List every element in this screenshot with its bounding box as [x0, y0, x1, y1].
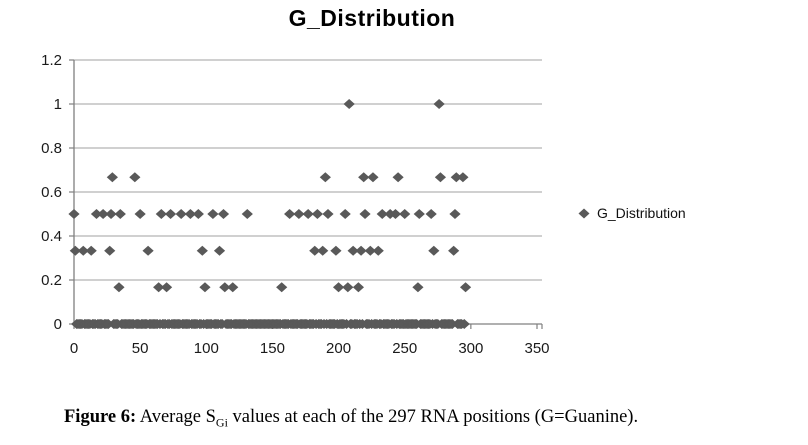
y-tick-label: 1.2 — [41, 52, 62, 69]
y-tick-label: 1 — [54, 96, 62, 113]
y-tick-label: 0.6 — [41, 184, 62, 201]
data-point — [367, 172, 379, 183]
data-point — [276, 282, 288, 293]
x-tick-label: 0 — [70, 340, 78, 357]
data-point — [359, 209, 371, 219]
y-tick-label: 0.8 — [41, 140, 62, 157]
data-point — [192, 209, 204, 219]
data-point — [227, 282, 239, 293]
caption-subscript: Gi — [215, 415, 228, 430]
data-point — [77, 245, 89, 256]
data-point — [105, 209, 117, 219]
chart-canvas: 0 0.2 0.4 0.6 0.8 1 1.2 0 50 100 150 200 250 300 350 — [41, 52, 549, 357]
caption-text: Average S — [136, 407, 216, 427]
data-point — [155, 209, 167, 219]
data-point — [376, 209, 388, 219]
data-point — [241, 209, 253, 219]
data-point — [450, 172, 462, 183]
data-point — [293, 209, 305, 219]
data-point — [113, 282, 125, 293]
data-point — [302, 209, 314, 219]
data-point — [68, 209, 80, 219]
data-point — [355, 245, 367, 256]
data-point — [164, 209, 177, 219]
data-point — [311, 209, 324, 219]
data-point — [161, 282, 173, 293]
data-point — [352, 282, 365, 293]
data-point — [413, 209, 425, 219]
y-tick-label: 0.4 — [41, 228, 62, 245]
data-point — [114, 209, 126, 219]
data-point — [199, 282, 211, 293]
data-point — [142, 245, 154, 256]
data-point — [433, 99, 445, 109]
data-point — [309, 245, 321, 256]
x-tick-label: 350 — [524, 340, 549, 357]
x-tick-label: 200 — [326, 340, 351, 357]
data-point — [339, 209, 351, 219]
data-point — [184, 209, 197, 219]
data-point — [343, 99, 355, 109]
data-point — [196, 245, 208, 256]
data-point — [330, 245, 342, 256]
x-tick-label: 100 — [194, 340, 219, 357]
data-point — [459, 282, 472, 293]
data-point — [219, 282, 231, 293]
legend-marker-icon — [578, 208, 590, 218]
caption-figure-number: Figure 6: — [64, 407, 137, 427]
data-point — [213, 245, 226, 256]
figure-caption: Figure 6: Average SGi values at each of … — [64, 407, 780, 430]
data-point — [134, 209, 146, 219]
data-point — [457, 172, 469, 183]
data-point — [284, 209, 296, 219]
data-point — [358, 172, 370, 183]
data-point — [106, 172, 118, 183]
legend-label: G_Distribution — [597, 205, 686, 221]
data-point — [449, 209, 461, 219]
data-point — [389, 209, 402, 219]
data-point — [399, 209, 411, 219]
data-point — [458, 319, 470, 329]
legend: G_Distribution — [578, 205, 686, 221]
caption-text: values at each of the 297 RNA positions … — [227, 407, 639, 427]
data-point — [90, 209, 103, 219]
x-tick-label: 50 — [132, 340, 149, 357]
data-point — [319, 172, 331, 183]
data-point — [69, 245, 81, 256]
y-tick-label: 0 — [54, 316, 62, 333]
data-point — [425, 209, 437, 219]
data-point — [332, 282, 345, 293]
x-tick-label: 300 — [458, 340, 483, 357]
data-point — [434, 172, 447, 183]
data-point — [85, 245, 97, 256]
data-point — [372, 245, 384, 256]
data-point — [342, 282, 354, 293]
x-tick-label: 150 — [260, 340, 285, 357]
data-point — [104, 245, 116, 256]
data-point — [217, 209, 230, 219]
data-point — [97, 209, 109, 219]
data-point — [317, 245, 329, 256]
data-point — [207, 209, 219, 219]
data-point — [347, 245, 359, 256]
data-point — [153, 282, 165, 293]
data-point — [175, 209, 187, 219]
data-point — [412, 282, 424, 293]
data-point — [392, 172, 404, 183]
data-point — [428, 245, 440, 256]
data-point — [129, 172, 141, 183]
data-point — [322, 209, 334, 219]
data-point — [448, 245, 460, 256]
chart-title: G_Distribution — [288, 5, 456, 31]
y-tick-label: 0.2 — [41, 272, 62, 289]
data-point — [364, 245, 376, 256]
x-tick-label: 250 — [392, 340, 417, 357]
